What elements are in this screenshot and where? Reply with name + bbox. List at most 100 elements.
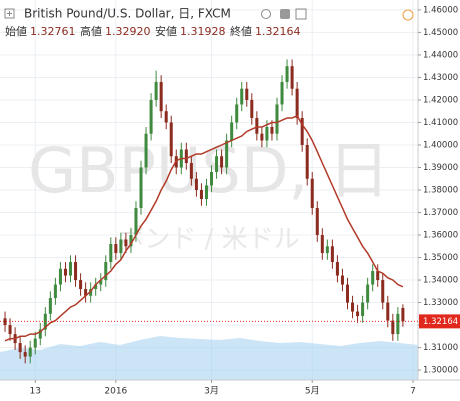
candle-body (74, 262, 78, 281)
alert-icon[interactable] (402, 9, 414, 21)
candle-body (386, 302, 390, 321)
candle-body (401, 307, 405, 322)
candle-body (204, 185, 208, 200)
candle-body (255, 117, 259, 134)
x-tick-label: 13 (30, 387, 41, 397)
ohlc-value: 1.32761 (30, 25, 76, 38)
candle-body (68, 262, 73, 276)
candle-body (159, 81, 163, 112)
candle-body (295, 88, 299, 118)
chart-title: British Pound/U.S. Dollar, 日, FXCM (24, 7, 231, 21)
y-tick-label: 1.35000 (423, 253, 458, 263)
ohlc-legend: 始値 1.32761 高値 1.32920 安値 1.31928 終値 1.32164 (5, 24, 301, 38)
toolbar[interactable] (4, 8, 414, 21)
candle-body (240, 88, 244, 105)
ohlc-value: 1.32164 (255, 25, 301, 38)
y-tick-label: 1.46000 (423, 5, 458, 15)
candle-body (345, 284, 350, 303)
candle-body (280, 81, 284, 105)
candle-body (335, 262, 339, 276)
candle-body (134, 208, 138, 236)
plot-area (3, 59, 405, 364)
y-tick-label: 1.41000 (423, 118, 458, 128)
candle-body (320, 235, 324, 254)
candle-body (305, 144, 309, 179)
candle-body (38, 329, 42, 339)
ohlc-label: 高値 (80, 24, 102, 38)
candle-body (215, 156, 219, 172)
candle-body (23, 352, 27, 357)
candle-body (18, 343, 22, 353)
candle-body (28, 347, 32, 357)
y-tick-label: 1.33000 (423, 298, 458, 308)
y-tick-label: 1.37000 (423, 208, 458, 218)
candle-body (310, 178, 314, 209)
ohlc-label: 終値 (230, 24, 252, 38)
candle-body (199, 190, 203, 200)
x-tick-label: 2016 (104, 387, 127, 397)
candle-body (104, 262, 108, 281)
ohlc-value: 1.32920 (105, 25, 151, 38)
y-tick-label: 1.43000 (423, 73, 458, 83)
y-tick-label: 1.31000 (423, 343, 458, 353)
y-tick-label: 1.40000 (423, 140, 458, 150)
candle-body (325, 246, 329, 254)
x-tick-label: 7 (410, 387, 416, 397)
candle-body (235, 104, 239, 123)
candle-body (366, 284, 370, 303)
watermark-sub: ポンド / 米ドル (118, 225, 299, 255)
candle-body (315, 208, 319, 236)
candle-body (290, 66, 294, 89)
y-tick-label: 1.36000 (423, 231, 458, 241)
candle-body (371, 271, 375, 285)
candle-body (84, 289, 88, 296)
candle-body (260, 133, 264, 141)
candle-body (300, 117, 304, 145)
eye-icon[interactable] (261, 9, 271, 19)
candle-body (361, 302, 365, 317)
candle-body (230, 122, 234, 141)
candle-body (154, 81, 158, 100)
settings-icon[interactable] (280, 9, 290, 19)
y-tick-label: 1.30000 (423, 366, 458, 376)
candle-body (381, 280, 385, 303)
y-tick-label: 1.42000 (423, 95, 458, 105)
candle-body (340, 275, 344, 285)
candle-body (109, 244, 113, 263)
y-tick-label: 1.34000 (423, 276, 458, 286)
candle-body (391, 320, 395, 335)
candle-body (129, 235, 133, 247)
candle-body (189, 162, 193, 179)
candle-body (89, 289, 93, 296)
candle-body (164, 111, 168, 123)
ohlc-label: 安値 (155, 24, 177, 38)
candle-body (149, 99, 153, 134)
candle-body (245, 88, 249, 100)
moving-average (4, 114, 404, 342)
candle-body (58, 268, 62, 285)
candle-body (8, 325, 12, 335)
collapse-icon[interactable] (4, 8, 15, 19)
last-price-box (419, 314, 460, 329)
x-tick-label: 3月 (204, 386, 219, 397)
candle-body (33, 338, 37, 348)
grid (0, 0, 418, 380)
candle-body (396, 313, 400, 335)
volume-area (0, 336, 418, 380)
candle-body (184, 149, 188, 163)
close-icon[interactable] (295, 8, 307, 20)
candle-body (99, 280, 103, 285)
ohlc-label: 始値 (5, 24, 27, 38)
watermark: GBPUSD, 日 (28, 134, 390, 207)
candle-body (376, 271, 380, 281)
candle-body (79, 280, 83, 290)
y-tick-label: 1.38000 (423, 186, 458, 196)
candle-body (94, 284, 98, 290)
candle-body (114, 244, 118, 254)
candle-body (220, 156, 224, 168)
candle-body (53, 284, 57, 299)
x-tick-label: 5月 (305, 386, 320, 397)
candle-body (265, 126, 269, 141)
y-tick-label: 1.39000 (423, 163, 458, 173)
